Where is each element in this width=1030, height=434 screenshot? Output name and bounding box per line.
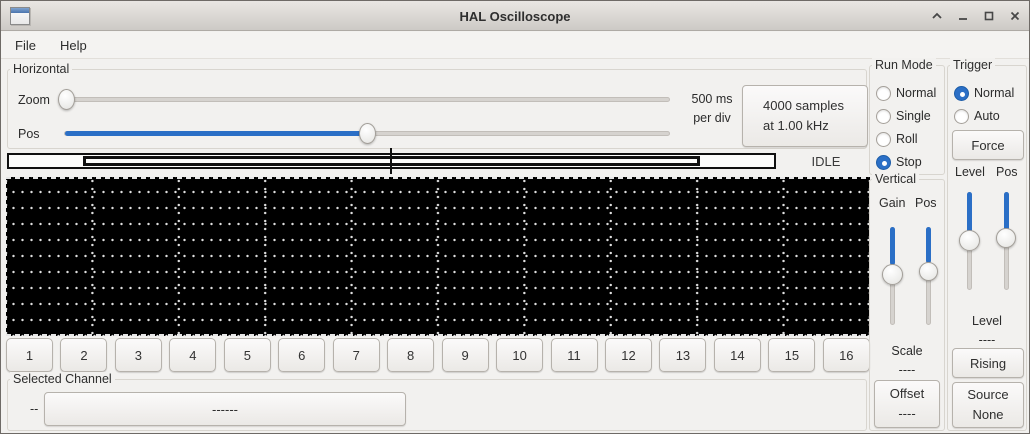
trigger-level-slider-label: Level xyxy=(955,165,985,179)
offset-button[interactable]: Offset ---- xyxy=(874,380,940,428)
radio-icon xyxy=(876,85,891,101)
selected-channel-value: -- xyxy=(30,402,39,416)
pos-slider-handle[interactable] xyxy=(359,123,376,144)
channel-button-6[interactable]: 6 xyxy=(278,338,326,372)
trigger-level-readout: Level ---- xyxy=(972,314,1002,347)
capture-status: IDLE xyxy=(811,154,841,169)
selected-channel-panel: Selected Channel -- ------ xyxy=(7,372,867,431)
channel-button-9[interactable]: 9 xyxy=(441,338,489,372)
run-mode-option-stop[interactable]: Stop xyxy=(876,153,922,171)
radio-icon xyxy=(876,108,891,124)
pos-slider-label: Pos xyxy=(18,127,40,141)
force-button[interactable]: Force xyxy=(952,130,1024,160)
channel-button-8[interactable]: 8 xyxy=(387,338,435,372)
trigger-pos-slider-handle[interactable] xyxy=(996,228,1016,248)
trigger-option-normal[interactable]: Normal xyxy=(954,84,1014,102)
scope-display xyxy=(6,177,870,336)
trigger-pos-slider-fill xyxy=(1004,192,1009,230)
vertical-panel-label: Vertical xyxy=(872,172,919,186)
minimize-icon xyxy=(956,9,970,23)
selected-channel-label: Selected Channel xyxy=(10,372,115,386)
run-mode-panel: Run Mode Normal Single Roll Stop xyxy=(869,58,945,175)
record-length-button[interactable]: 4000 samples at 1.00 kHz xyxy=(742,85,868,147)
close-icon xyxy=(1008,9,1022,23)
maximize-button[interactable] xyxy=(980,8,997,25)
channel-button-16[interactable]: 16 xyxy=(822,338,870,372)
channel-button-12[interactable]: 12 xyxy=(604,338,652,372)
sample-rate-text: 500 ms per div xyxy=(691,92,733,125)
scale-readout: Scale ---- xyxy=(891,344,923,377)
menu-bar: File Help xyxy=(1,32,1029,59)
chevron-up-icon xyxy=(930,9,944,23)
zoom-slider-label: Zoom xyxy=(18,93,50,107)
menu-help[interactable]: Help xyxy=(59,37,87,53)
channel-button-14[interactable]: 14 xyxy=(713,338,761,372)
channel-button-4[interactable]: 4 xyxy=(169,338,217,372)
selected-channel-source-button[interactable]: ------ xyxy=(44,392,406,426)
trigger-edge-button[interactable]: Rising xyxy=(952,348,1024,378)
horizontal-panel-label: Horizontal xyxy=(10,62,73,76)
channel-button-3[interactable]: 3 xyxy=(114,338,162,372)
channel-button-2[interactable]: 2 xyxy=(60,338,108,372)
trigger-panel: Trigger Normal Auto Force Level Pos Leve… xyxy=(947,58,1027,431)
shade-button[interactable] xyxy=(928,8,945,25)
trigger-source-button[interactable]: Source None xyxy=(952,382,1024,428)
zoom-slider-track[interactable] xyxy=(64,97,670,102)
channel-button-7[interactable]: 7 xyxy=(332,338,380,372)
channel-button-13[interactable]: 13 xyxy=(659,338,707,372)
gain-slider-label: Gain xyxy=(879,196,906,210)
channel-button-15[interactable]: 15 xyxy=(768,338,816,372)
run-mode-option-single[interactable]: Single xyxy=(876,107,931,125)
radio-icon xyxy=(954,108,969,124)
radio-icon xyxy=(876,131,891,147)
channel-button-1[interactable]: 1 xyxy=(6,338,53,372)
minimize-button[interactable] xyxy=(954,8,971,25)
horizontal-panel: Horizontal Zoom Pos 500 ms per div 4000 … xyxy=(7,62,868,149)
close-button[interactable] xyxy=(1006,8,1023,25)
trigger-panel-label: Trigger xyxy=(950,58,996,72)
run-mode-panel-label: Run Mode xyxy=(872,58,936,72)
menu-file[interactable]: File xyxy=(15,37,36,53)
gain-slider-handle[interactable] xyxy=(882,264,903,285)
vertical-pos-slider-handle[interactable] xyxy=(919,262,938,281)
pos-slider-fill xyxy=(65,131,368,136)
trigger-level-slider-handle[interactable] xyxy=(959,230,980,251)
trigger-level-slider-fill xyxy=(967,192,972,232)
trigger-pos-slider-label: Pos xyxy=(996,165,1018,179)
channel-strip: 1 2 3 4 5 6 7 8 9 10 11 12 13 14 15 16 xyxy=(6,338,870,374)
maximize-icon xyxy=(982,9,996,23)
title-bar[interactable]: HAL Oscilloscope xyxy=(1,1,1029,31)
run-mode-option-normal[interactable]: Normal xyxy=(876,84,936,102)
radio-icon xyxy=(876,154,891,170)
run-mode-option-roll[interactable]: Roll xyxy=(876,130,918,148)
channel-button-5[interactable]: 5 xyxy=(223,338,271,372)
window-controls xyxy=(928,1,1023,31)
gain-slider-fill xyxy=(890,227,895,265)
vertical-panel: Vertical Gain Pos Scale ---- Offset ---- xyxy=(869,172,945,431)
channel-button-11[interactable]: 11 xyxy=(550,338,598,372)
trigger-position-marker xyxy=(390,148,392,174)
channel-button-10[interactable]: 10 xyxy=(496,338,544,372)
radio-icon xyxy=(954,85,969,101)
window-icon xyxy=(10,7,30,25)
vertical-pos-slider-fill xyxy=(926,227,931,263)
trigger-option-auto[interactable]: Auto xyxy=(954,107,1000,125)
vertical-pos-slider-label: Pos xyxy=(915,196,937,210)
window-title: HAL Oscilloscope xyxy=(459,8,571,24)
zoom-slider-handle[interactable] xyxy=(58,89,75,110)
